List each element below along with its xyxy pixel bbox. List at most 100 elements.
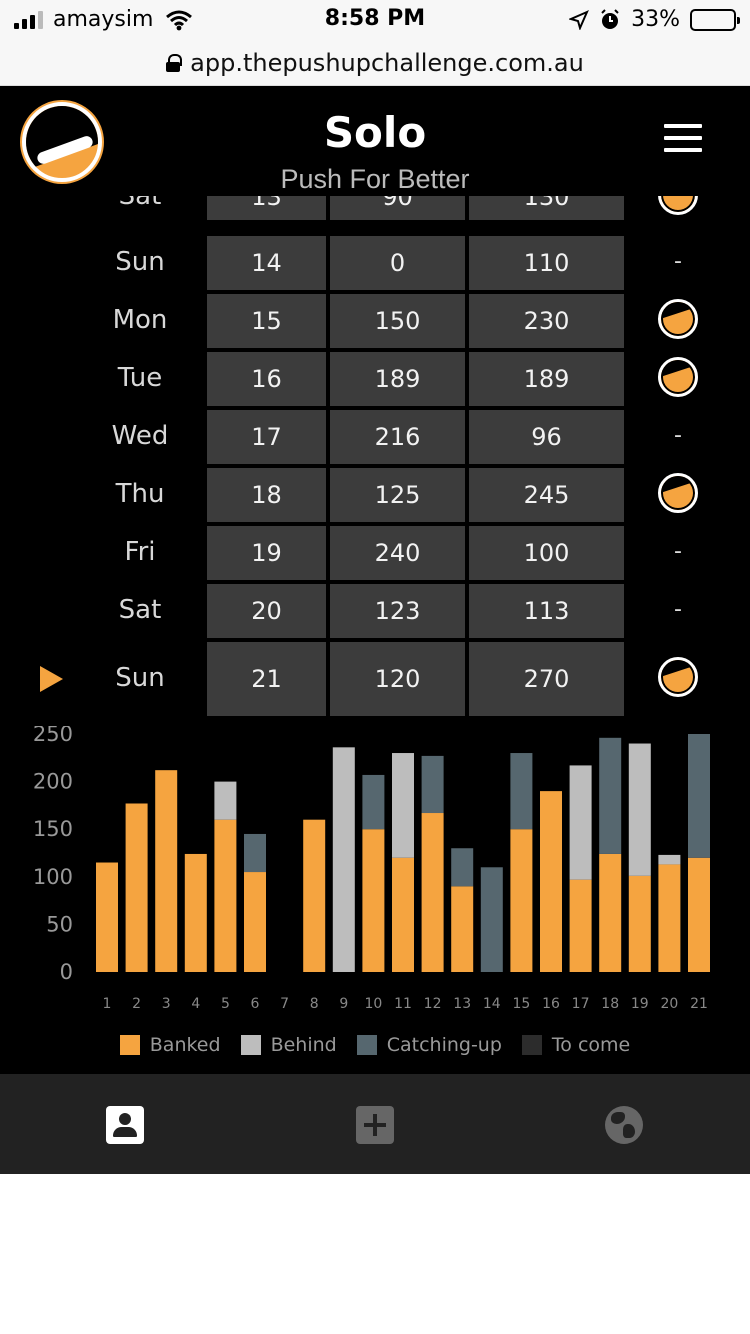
bar-catching-up — [421, 755, 444, 814]
signal-icon — [14, 10, 43, 29]
x-tick-label: 2 — [132, 996, 141, 1012]
status-right: 33% — [569, 7, 740, 32]
x-tick-label: 6 — [251, 996, 260, 1012]
table-row[interactable]: Sun 14 0 110 - — [0, 236, 750, 290]
pushup-logo-icon[interactable] — [22, 102, 102, 182]
bar-catching-up — [244, 833, 266, 873]
y-tick-label: 100 — [33, 865, 73, 889]
cell-date: 16 — [207, 352, 326, 406]
day-name: Thu — [115, 479, 165, 509]
y-tick-label: 200 — [33, 770, 73, 794]
bar-catching-up — [480, 867, 503, 972]
bar-banked — [421, 813, 444, 972]
table-row[interactable]: Sat 20 123 113 - — [0, 584, 750, 638]
chart-legend: Banked Behind Catching-up To come — [0, 1034, 750, 1056]
cell-date: 17 — [207, 410, 326, 464]
table-row[interactable]: Sun 21 120 270 — [0, 642, 750, 716]
cell-done: 245 — [469, 468, 624, 522]
day-name: Sun — [115, 663, 165, 693]
wifi-icon — [166, 10, 193, 30]
bar-banked — [155, 770, 178, 972]
completed-logo-icon — [650, 357, 706, 403]
cell-target: 120 — [330, 642, 465, 716]
cell-date: 18 — [207, 468, 326, 522]
x-tick-label: 8 — [310, 996, 319, 1012]
legend-swatch — [521, 1035, 542, 1055]
profile-icon[interactable] — [106, 1106, 144, 1144]
page-title: Solo — [323, 108, 427, 157]
x-tick-label: 7 — [280, 996, 289, 1012]
cell-date: 20 — [207, 584, 326, 638]
completed-logo-icon — [650, 299, 706, 345]
status-dash: - — [674, 539, 682, 564]
cell-done: 96 — [469, 410, 624, 464]
day-name: Tue — [117, 363, 163, 393]
bar-banked — [540, 791, 562, 972]
legend-swatch — [356, 1035, 377, 1055]
hamburger-menu-icon[interactable] — [664, 124, 702, 152]
bar-banked — [303, 819, 326, 972]
bar-catching-up — [688, 734, 710, 858]
table-row[interactable]: Fri 19 240 100 - — [0, 526, 750, 580]
bar-catching-up — [451, 848, 474, 887]
completed-logo-icon — [650, 473, 706, 519]
alarm-clock-icon — [601, 8, 619, 29]
bar-banked — [688, 857, 710, 972]
status-dash: - — [674, 423, 682, 448]
cell-done: 270 — [469, 642, 624, 716]
legend-item: Behind — [240, 1034, 337, 1056]
day-name: Sat — [118, 595, 162, 625]
y-tick-label: 0 — [60, 960, 73, 984]
bar-banked — [362, 829, 385, 972]
x-tick-label: 4 — [191, 996, 200, 1012]
legend-swatch — [240, 1035, 261, 1055]
cell-target: 125 — [330, 468, 465, 522]
browser-url-bar[interactable]: app.thepushupchallenge.com.au — [0, 40, 750, 86]
cell-done: 110 — [469, 236, 624, 290]
bar-catching-up — [599, 737, 622, 854]
y-tick-label: 150 — [33, 817, 73, 841]
legend-label: Banked — [149, 1034, 221, 1056]
table-row[interactable]: Thu 18 125 245 — [0, 468, 750, 522]
day-name: Wed — [111, 421, 169, 451]
cell-date: 15 — [207, 294, 326, 348]
legend-label: Catching-up — [386, 1034, 502, 1056]
x-tick-label: 5 — [221, 996, 230, 1012]
current-day-marker-icon — [40, 666, 63, 692]
legend-label: To come — [551, 1034, 631, 1056]
globe-icon[interactable] — [605, 1106, 643, 1144]
page-background — [0, 1174, 750, 1334]
legend-item: To come — [521, 1034, 631, 1056]
bar-behind — [569, 765, 592, 880]
day-name: Fri — [124, 537, 156, 567]
cell-target: 123 — [330, 584, 465, 638]
table-row[interactable]: Tue 16 189 189 — [0, 352, 750, 406]
url-text: app.thepushupchallenge.com.au — [190, 48, 584, 77]
x-tick-label: 17 — [572, 996, 590, 1012]
cell-done: 100 — [469, 526, 624, 580]
cell-date: 19 — [207, 526, 326, 580]
legend-item: Banked — [119, 1034, 221, 1056]
x-tick-label: 19 — [631, 996, 649, 1012]
bar-banked — [392, 857, 414, 972]
x-tick-label: 13 — [453, 996, 471, 1012]
bar-behind — [214, 781, 237, 820]
x-tick-label: 16 — [542, 996, 560, 1012]
lock-icon — [166, 53, 183, 72]
x-tick-label: 9 — [339, 996, 348, 1012]
table-row[interactable]: Mon 15 150 230 — [0, 294, 750, 348]
cell-done: 113 — [469, 584, 624, 638]
cell-target: 0 — [330, 236, 465, 290]
bottom-tab-bar — [0, 1074, 750, 1174]
cell-target: 189 — [330, 352, 465, 406]
x-tick-label: 21 — [690, 996, 708, 1012]
legend-item: Catching-up — [356, 1034, 502, 1056]
cell-date: 14 — [207, 236, 326, 290]
y-tick-label: 50 — [46, 912, 73, 936]
table-row[interactable]: Wed 17 216 96 - — [0, 410, 750, 464]
bar-banked — [244, 872, 266, 972]
add-icon[interactable] — [356, 1106, 394, 1144]
x-tick-label: 11 — [394, 996, 412, 1012]
battery-percent: 33% — [631, 7, 680, 32]
status-dash: - — [674, 597, 682, 622]
